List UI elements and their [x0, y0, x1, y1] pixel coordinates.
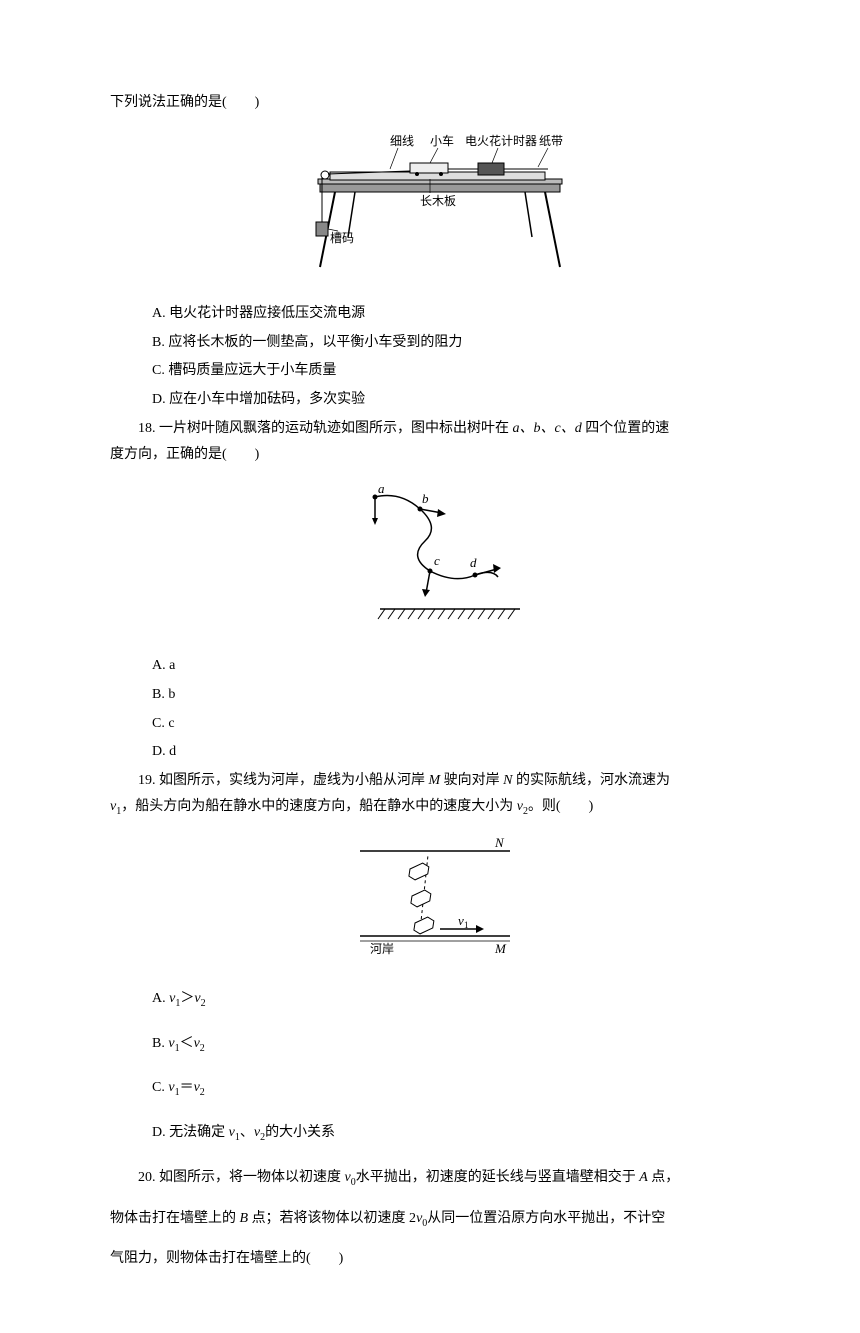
q19-t1: 19. 如图所示，实线为河岸，虚线为小船从河岸 [138, 773, 429, 788]
q18-option-b: B. b [110, 682, 750, 709]
leaf-trajectory-diagram: a b c d [320, 479, 540, 629]
svg-text:槽码: 槽码 [330, 231, 354, 245]
q19-t5: 。则( ) [528, 799, 593, 814]
q18-stem-line2: 度方向，正确的是( ) [110, 442, 750, 469]
svg-text:N: N [494, 835, 505, 850]
svg-text:M: M [494, 941, 507, 956]
q17-option-a: A. 电火花计时器应接低压交流电源 [110, 301, 750, 328]
svg-text:小车: 小车 [430, 133, 454, 148]
svg-text:纸带: 纸带 [539, 134, 563, 148]
q19-stem-line2: v1，船头方向为船在静水中的速度方向，船在静水中的速度大小为 v2。则( ) [110, 794, 750, 821]
q19-option-d: D. 无法确定 v1、v2的大小关系 [110, 1120, 750, 1147]
q18-option-a: A. a [110, 653, 750, 680]
q17-option-b: B. 应将长木板的一侧垫高，以平衡小车受到的阻力 [110, 330, 750, 357]
q20-t3: 点， [648, 1170, 680, 1185]
q18-option-d: D. d [110, 739, 750, 766]
q20-stem-line3: 气阻力，则物体击打在墙壁上的( ) [110, 1246, 750, 1273]
q19-t2: 驶向对岸 [440, 773, 503, 788]
svg-text:长木板: 长木板 [420, 194, 456, 208]
q20-t4: 物体击打在墙壁上的 [110, 1211, 240, 1226]
q17-stem: 下列说法正确的是( ) [110, 90, 750, 117]
q17-option-d: D. 应在小车中增加砝码，多次实验 [110, 387, 750, 414]
q20-t6: 从同一位置沿原方向水平抛出，不计空 [427, 1211, 665, 1226]
q19-a-pre: A. [152, 991, 169, 1006]
q19-N: N [503, 773, 512, 788]
q18-letters: a、b、c、d [513, 421, 582, 436]
svg-text:c: c [434, 553, 440, 568]
q19-figure: v 1 N M 河岸 [110, 831, 750, 972]
q18-option-c: C. c [110, 711, 750, 738]
q19-option-a: A. v1＞v2 [110, 986, 750, 1013]
q18-stem-text1: 18. 一片树叶随风飘落的运动轨迹如图所示，图中标出树叶在 [138, 421, 513, 436]
q19-c-pre: C. [152, 1080, 168, 1095]
svg-text:1: 1 [464, 920, 469, 930]
svg-text:电火花计时器: 电火花计时器 [465, 133, 537, 148]
q18-figure: a b c d [110, 479, 750, 640]
q19-t4: ，船头方向为船在静水中的速度方向，船在静水中的速度大小为 [121, 799, 517, 814]
q19-M: M [429, 773, 441, 788]
q19-b-pre: B. [152, 1036, 168, 1051]
q19-option-c: C. v1＝v2 [110, 1075, 750, 1102]
river-boat-diagram: v 1 N M 河岸 [330, 831, 530, 961]
table-apparatus-diagram: 细线 小车 电火花计时器 纸带 槽码 长木板 [280, 127, 580, 277]
svg-text:细线: 细线 [390, 134, 414, 148]
q20-t1: 20. 如图所示，将一物体以初速度 [138, 1170, 345, 1185]
svg-text:b: b [422, 491, 429, 506]
q18-stem-line1: 18. 一片树叶随风飘落的运动轨迹如图所示，图中标出树叶在 a、b、c、d 四个… [110, 416, 750, 443]
q17-option-c: C. 槽码质量应远大于小车质量 [110, 358, 750, 385]
q19-d-pre: D. 无法确定 [152, 1125, 229, 1140]
q20-t5: 点；若将该物体以初速度 2 [248, 1211, 416, 1226]
svg-text:a: a [378, 481, 385, 496]
q20-t2: 水平抛出，初速度的延长线与竖直墙壁相交于 [356, 1170, 640, 1185]
q19-t3: 的实际航线，河水流速为 [513, 773, 671, 788]
svg-text:d: d [470, 555, 477, 570]
q17-figure: 细线 小车 电火花计时器 纸带 槽码 长木板 [110, 127, 750, 288]
q19-option-b: B. v1＜v2 [110, 1031, 750, 1058]
q20-stem-line1: 20. 如图所示，将一物体以初速度 v0水平抛出，初速度的延长线与竖直墙壁相交于… [110, 1165, 750, 1192]
q20-stem-line2: 物体击打在墙壁上的 B 点；若将该物体以初速度 2v0从同一位置沿原方向水平抛出… [110, 1206, 750, 1233]
q18-stem-text2: 四个位置的速 [582, 421, 670, 436]
svg-text:河岸: 河岸 [370, 942, 394, 956]
q19-stem-line1: 19. 如图所示，实线为河岸，虚线为小船从河岸 M 驶向对岸 N 的实际航线，河… [110, 768, 750, 795]
